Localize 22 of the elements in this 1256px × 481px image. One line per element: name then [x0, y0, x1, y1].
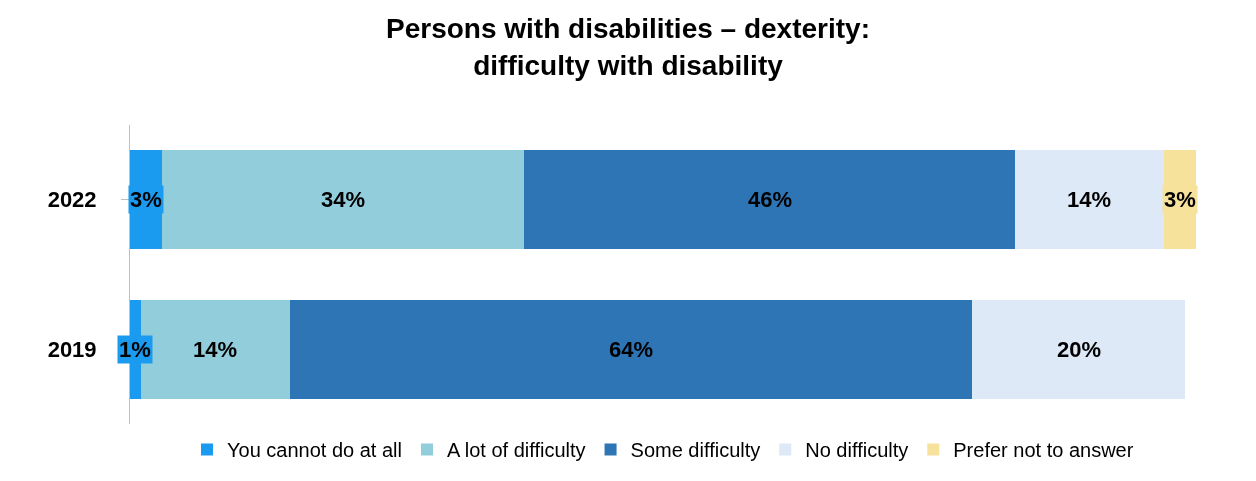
bar — [1014, 150, 1165, 250]
data-label: 14% — [1067, 187, 1112, 212]
data-label: 1% — [119, 337, 151, 362]
bar — [161, 150, 525, 250]
bar — [972, 299, 1186, 399]
data-label: 34% — [321, 187, 366, 212]
legend-label: No difficulty — [805, 439, 909, 462]
data-label: 20% — [1057, 337, 1102, 362]
y-tick-label: 2019 — [47, 336, 97, 362]
data-label: 46% — [748, 187, 793, 212]
legend-label: Prefer not to answer — [953, 439, 1134, 462]
bar — [289, 299, 973, 399]
bar — [524, 150, 1015, 250]
data-label: 14% — [193, 337, 238, 362]
legend-label: You cannot do at all — [227, 439, 402, 462]
legend-label: Some difficulty — [630, 439, 761, 462]
data-label: 64% — [609, 337, 654, 362]
legend-label: A lot of difficulty — [446, 439, 586, 462]
y-tick-label: 2022 — [47, 187, 97, 213]
chart-title: Persons with disabilities – dexterity: difficulty with disability — [386, 13, 870, 81]
data-label: 3% — [130, 187, 162, 212]
data-label: 3% — [1164, 187, 1196, 212]
